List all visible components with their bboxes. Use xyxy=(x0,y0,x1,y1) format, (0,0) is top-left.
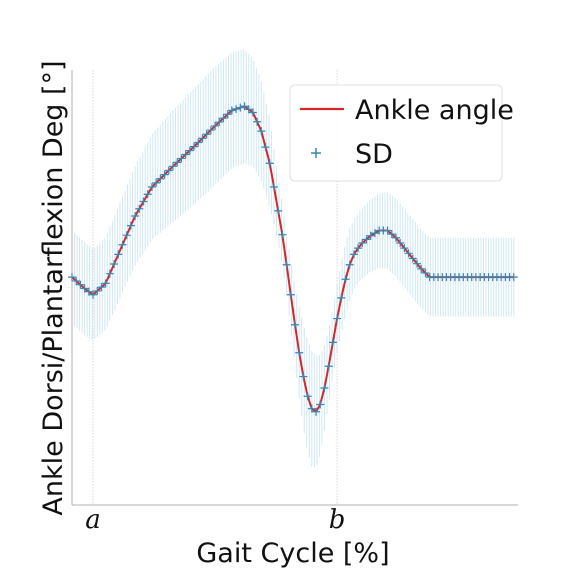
sd-marker xyxy=(265,159,274,168)
sd-marker xyxy=(177,154,186,163)
sd-marker xyxy=(185,146,194,155)
sd-marker xyxy=(194,138,203,147)
sd-marker xyxy=(219,114,228,123)
sd-marker xyxy=(227,106,236,115)
sd-marker xyxy=(509,273,518,282)
x-axis-label: Gait Cycle [%] xyxy=(196,538,389,569)
sd-marker xyxy=(68,273,76,282)
sd-marker xyxy=(366,231,375,240)
sd-marker xyxy=(257,127,266,136)
sd-marker xyxy=(421,269,430,277)
sd-marker xyxy=(316,400,325,409)
sd-marker xyxy=(152,178,161,187)
sd-marker xyxy=(147,183,156,192)
sd-marker xyxy=(333,314,342,323)
sd-marker xyxy=(118,240,127,249)
sd-marker xyxy=(354,244,363,253)
sd-marker xyxy=(101,279,110,288)
sd-marker xyxy=(84,287,93,296)
sd-marker xyxy=(164,166,173,175)
sd-marker xyxy=(396,238,405,247)
sd-marker xyxy=(190,142,199,151)
legend: Ankle angle SD xyxy=(289,84,514,182)
sd-marker xyxy=(244,105,253,114)
sd-marker xyxy=(253,117,262,126)
sd-marker xyxy=(387,230,396,239)
sd-marker xyxy=(240,102,249,111)
sd-marker xyxy=(320,383,329,392)
sd-marker xyxy=(400,244,409,253)
sd-marker xyxy=(215,118,224,127)
legend-marker-swatch xyxy=(311,148,321,158)
sd-marker xyxy=(324,362,333,371)
sd-marker xyxy=(391,233,400,242)
sd-marker xyxy=(139,197,148,206)
sd-marker xyxy=(198,134,207,143)
sd-marker xyxy=(173,158,182,167)
sd-marker xyxy=(105,269,114,278)
sd-marker xyxy=(358,238,367,247)
sd-marker xyxy=(248,108,257,117)
sd-marker xyxy=(291,320,299,329)
sd-marker xyxy=(156,174,165,183)
sd-marker xyxy=(126,221,135,230)
sd-marker xyxy=(261,143,270,152)
sd-marker xyxy=(97,283,106,292)
sd-marker xyxy=(349,250,358,259)
sd-marker xyxy=(404,249,413,258)
sd-marker xyxy=(278,230,287,239)
sd-marker xyxy=(341,275,350,284)
legend-entry-ankle-angle: Ankle angle xyxy=(355,95,514,126)
sd-marker xyxy=(110,260,119,269)
sd-marker xyxy=(93,286,102,295)
sd-marker xyxy=(413,259,422,268)
x-tick-label: b xyxy=(329,505,346,535)
x-tick-label: a xyxy=(85,505,101,535)
sd-marker xyxy=(131,212,140,221)
sd-marker xyxy=(370,229,379,238)
sd-marker xyxy=(282,260,291,269)
legend-entry-sd: SD xyxy=(355,139,393,170)
sd-marker xyxy=(337,293,346,302)
sd-marker xyxy=(122,231,131,240)
sd-marker xyxy=(295,348,304,357)
sd-marker xyxy=(181,150,190,159)
sd-marker xyxy=(223,110,232,119)
sd-marker xyxy=(135,204,144,213)
sd-marker xyxy=(206,126,215,135)
sd-marker xyxy=(236,103,245,112)
sd-marker xyxy=(328,338,337,347)
sd-marker xyxy=(362,235,371,244)
sd-marker xyxy=(307,404,316,413)
sd-marker xyxy=(76,280,85,289)
sd-marker xyxy=(143,190,152,199)
sd-markers xyxy=(68,102,518,416)
sd-marker xyxy=(202,130,211,139)
sd-marker xyxy=(383,226,392,235)
sd-marker xyxy=(299,372,308,381)
sd-marker xyxy=(408,254,417,263)
sd-marker xyxy=(89,290,98,299)
sd-marker xyxy=(269,183,278,192)
sd-marker xyxy=(303,392,312,401)
y-axis-label: Ankle Dorsi/Plantarflexion Deg [°] xyxy=(38,60,69,515)
sd-marker xyxy=(345,260,354,269)
sd-marker xyxy=(417,264,426,273)
sd-marker xyxy=(232,105,241,114)
sd-marker xyxy=(80,284,89,293)
sd-marker xyxy=(168,162,177,171)
sd-marker xyxy=(114,250,123,259)
sd-marker xyxy=(211,121,220,130)
sd-marker xyxy=(286,290,295,299)
sd-marker xyxy=(72,276,81,285)
sd-marker xyxy=(274,206,283,215)
sd-marker xyxy=(312,407,321,416)
sd-marker xyxy=(160,170,169,179)
